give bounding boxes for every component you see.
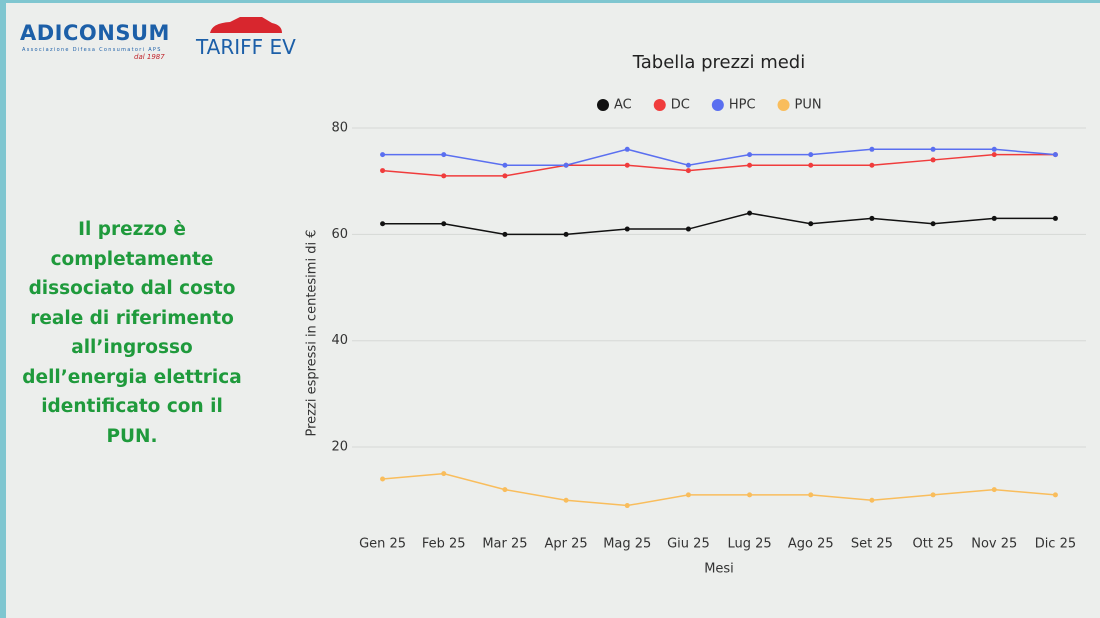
x-tick-label: Ago 25 bbox=[788, 537, 834, 552]
line bbox=[383, 149, 1056, 165]
slide: ADICONSUM Associazione Difesa Consumator… bbox=[0, 0, 1100, 618]
point bbox=[686, 492, 691, 497]
point bbox=[992, 147, 997, 152]
point bbox=[808, 163, 813, 168]
point bbox=[869, 163, 874, 168]
point bbox=[808, 492, 813, 497]
point bbox=[1053, 216, 1058, 221]
point bbox=[380, 168, 385, 173]
x-tick-label: Ott 25 bbox=[913, 537, 954, 552]
x-tick-label: Apr 25 bbox=[544, 537, 587, 552]
point bbox=[992, 487, 997, 492]
point bbox=[869, 147, 874, 152]
legend-marker bbox=[712, 99, 724, 111]
point bbox=[869, 498, 874, 503]
y-tick-label: 40 bbox=[331, 333, 348, 348]
legend-marker bbox=[654, 99, 666, 111]
point bbox=[931, 492, 936, 497]
point bbox=[564, 163, 569, 168]
y-tick-label: 20 bbox=[331, 440, 348, 455]
chart-title: Tabella prezzi medi bbox=[632, 52, 805, 73]
point bbox=[502, 232, 507, 237]
point bbox=[380, 476, 385, 481]
point bbox=[564, 232, 569, 237]
x-tick-label: Dic 25 bbox=[1035, 537, 1076, 552]
chart: Tabella prezzi medi Mesi Prezzi espressi… bbox=[6, 3, 1100, 618]
x-tick-label: Giu 25 bbox=[667, 537, 710, 552]
x-tick-label: Lug 25 bbox=[727, 537, 771, 552]
point bbox=[747, 152, 752, 157]
point bbox=[380, 221, 385, 226]
x-tick-label: Set 25 bbox=[851, 537, 893, 552]
point bbox=[747, 492, 752, 497]
point bbox=[808, 221, 813, 226]
x-tick-label: Nov 25 bbox=[971, 537, 1017, 552]
point bbox=[747, 163, 752, 168]
point bbox=[441, 173, 446, 178]
point bbox=[686, 168, 691, 173]
line bbox=[383, 155, 1056, 176]
point bbox=[1053, 152, 1058, 157]
x-axis-label: Mesi bbox=[704, 562, 734, 577]
point bbox=[625, 147, 630, 152]
point bbox=[502, 163, 507, 168]
point bbox=[441, 152, 446, 157]
x-tick-label: Gen 25 bbox=[359, 537, 406, 552]
line bbox=[383, 474, 1056, 506]
y-tick-label: 60 bbox=[331, 227, 348, 242]
point bbox=[686, 163, 691, 168]
legend-marker bbox=[778, 99, 790, 111]
point bbox=[992, 152, 997, 157]
line bbox=[383, 213, 1056, 234]
point bbox=[502, 487, 507, 492]
point bbox=[625, 163, 630, 168]
point bbox=[380, 152, 385, 157]
point bbox=[931, 221, 936, 226]
point bbox=[502, 173, 507, 178]
point bbox=[931, 147, 936, 152]
x-tick-label: Feb 25 bbox=[422, 537, 466, 552]
y-tick-label: 80 bbox=[331, 121, 348, 136]
legend-label: HPC bbox=[729, 98, 756, 113]
point bbox=[625, 227, 630, 232]
point bbox=[1053, 492, 1058, 497]
point bbox=[808, 152, 813, 157]
legend-marker bbox=[597, 99, 609, 111]
legend-label: PUN bbox=[795, 98, 822, 113]
point bbox=[869, 216, 874, 221]
x-tick-label: Mag 25 bbox=[603, 537, 651, 552]
point bbox=[686, 227, 691, 232]
point bbox=[931, 157, 936, 162]
point bbox=[747, 211, 752, 216]
y-axis-label: Prezzi espressi in centesimi di € bbox=[305, 230, 320, 437]
legend-label: DC bbox=[671, 98, 690, 113]
legend-label: AC bbox=[614, 98, 632, 113]
point bbox=[441, 471, 446, 476]
x-tick-label: Mar 25 bbox=[482, 537, 527, 552]
point bbox=[564, 498, 569, 503]
point bbox=[992, 216, 997, 221]
point bbox=[625, 503, 630, 508]
point bbox=[441, 221, 446, 226]
